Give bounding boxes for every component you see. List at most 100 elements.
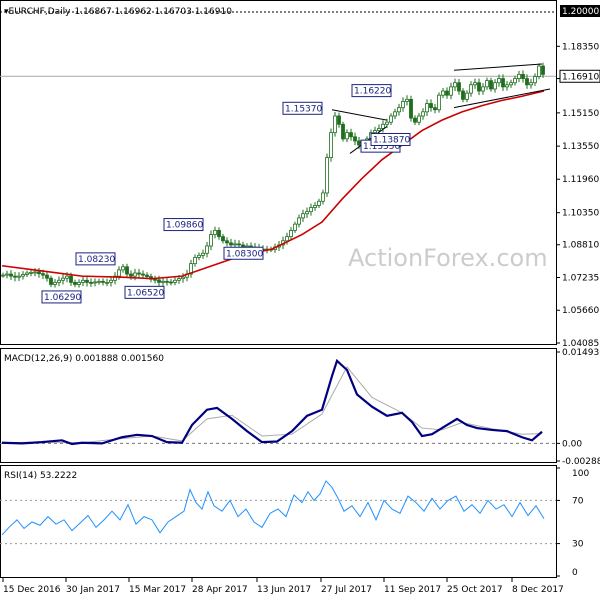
candle-body [349,132,353,138]
x-tick-label: 8 Dec 2017 [512,585,564,595]
candle-body [337,115,341,125]
annotation-box [41,290,82,304]
candle-body [421,111,425,117]
candle-body [13,275,17,278]
candle-body [293,223,297,231]
candle-body [105,281,109,284]
rsi-line [1,480,545,536]
candle-body [429,103,433,109]
candle-body [481,86,485,92]
candle-body [317,200,321,206]
trendline [331,109,388,121]
annotation-box [370,132,411,146]
candle-body [461,90,465,100]
candle-body [325,157,329,194]
candle-body [17,275,21,278]
candle-body [169,281,173,284]
candle-body [329,132,333,158]
candle-body [97,280,101,283]
candle-body [321,192,325,202]
level-label: 1.20000 [562,7,599,17]
last-price-label: 1.16910 [562,72,599,82]
candle-body [85,279,89,283]
candle-body [353,136,357,142]
x-tick-label: 15 Dec 2016 [3,585,61,595]
candle-body [225,240,229,244]
candle-body [173,279,177,283]
price-tick-label: 1.04085 [562,339,599,349]
x-axis: 15 Dec 2016 30 Jan 2017 15 Mar 2017 28 Apr … [2,578,564,595]
candle-body [69,275,73,283]
candle-body [121,266,125,271]
candle-body [433,107,437,111]
candle-body [37,271,41,275]
candle-body [437,94,441,111]
annotation-label: 1.09860 [166,221,203,231]
rsi-tick-label: 0 [572,568,578,578]
candle-body [181,276,185,280]
rsi-tick-label: 70 [572,496,584,506]
annotation-box [75,252,116,266]
candle-body [521,73,525,79]
candle-body [393,111,397,117]
candle-body [465,92,469,100]
price-y-axis: 1.183501.168001.151501.135501.119601.103… [556,5,600,349]
price-tick-label: 1.05660 [562,306,599,316]
annotation-label: 1.06290 [44,293,81,303]
macd-lines [1,358,543,446]
candle-body [221,236,225,242]
macd-panel: 0.014936 0.00 -0.002882 MACD(12,26,9) 0.00… [0,348,600,467]
price-tick-label: 1.08810 [562,241,599,251]
candle-body [133,272,137,277]
candle-body [473,82,477,86]
candle-body [81,279,85,283]
candle-body [117,269,121,277]
candle-body [409,98,413,119]
price-moving-average [1,90,545,280]
rsi-y-axis: 100 70 30 0 [556,467,589,578]
candle-body [161,280,165,283]
price-tick-label: 1.18350 [562,42,599,52]
x-tick-label: 11 Sep 2017 [384,585,441,595]
ma-line [1,90,545,280]
candle-body [201,252,205,256]
candle-body [9,273,13,277]
candle-body [501,78,505,88]
candle-body [469,84,473,94]
candle-body [485,80,489,88]
candle-body [237,243,241,246]
candle-body [309,207,313,213]
candle-body [297,217,301,225]
candle-body [61,277,65,281]
candle-body [385,121,389,125]
candle-body [65,275,69,279]
candle-body [505,84,509,88]
candle-body [209,234,213,247]
candle-body [49,277,53,285]
price-panel-frame [0,0,557,345]
candle-body [193,257,197,265]
candle-body [373,130,377,134]
candle-body [405,98,409,102]
x-tick-label: 27 Jul 2017 [321,585,372,595]
candle-body [217,229,221,238]
candle-body [89,281,93,284]
rsi-tick-label: 30 [572,540,584,550]
macd-tick-label: 0.014936 [562,348,600,358]
candle-body [189,263,193,275]
candle-body [313,205,317,208]
candle-body [413,117,417,123]
candle-body [205,245,209,254]
candle-body [397,107,401,113]
candle-body [57,279,61,283]
macd-line [1,358,543,446]
macd-tick-label: 0.00 [562,439,582,449]
candle-body [525,78,529,86]
x-tick-label: 13 Jun 2017 [257,585,311,595]
candle-body [77,281,81,285]
candle-body [145,274,149,277]
candle-body [129,273,133,277]
candle-body [229,242,233,246]
price-panel: 1.09860 1.08230 1.06290 1.06520 1.08300 1.153… [0,0,600,349]
candle-body [137,272,141,275]
